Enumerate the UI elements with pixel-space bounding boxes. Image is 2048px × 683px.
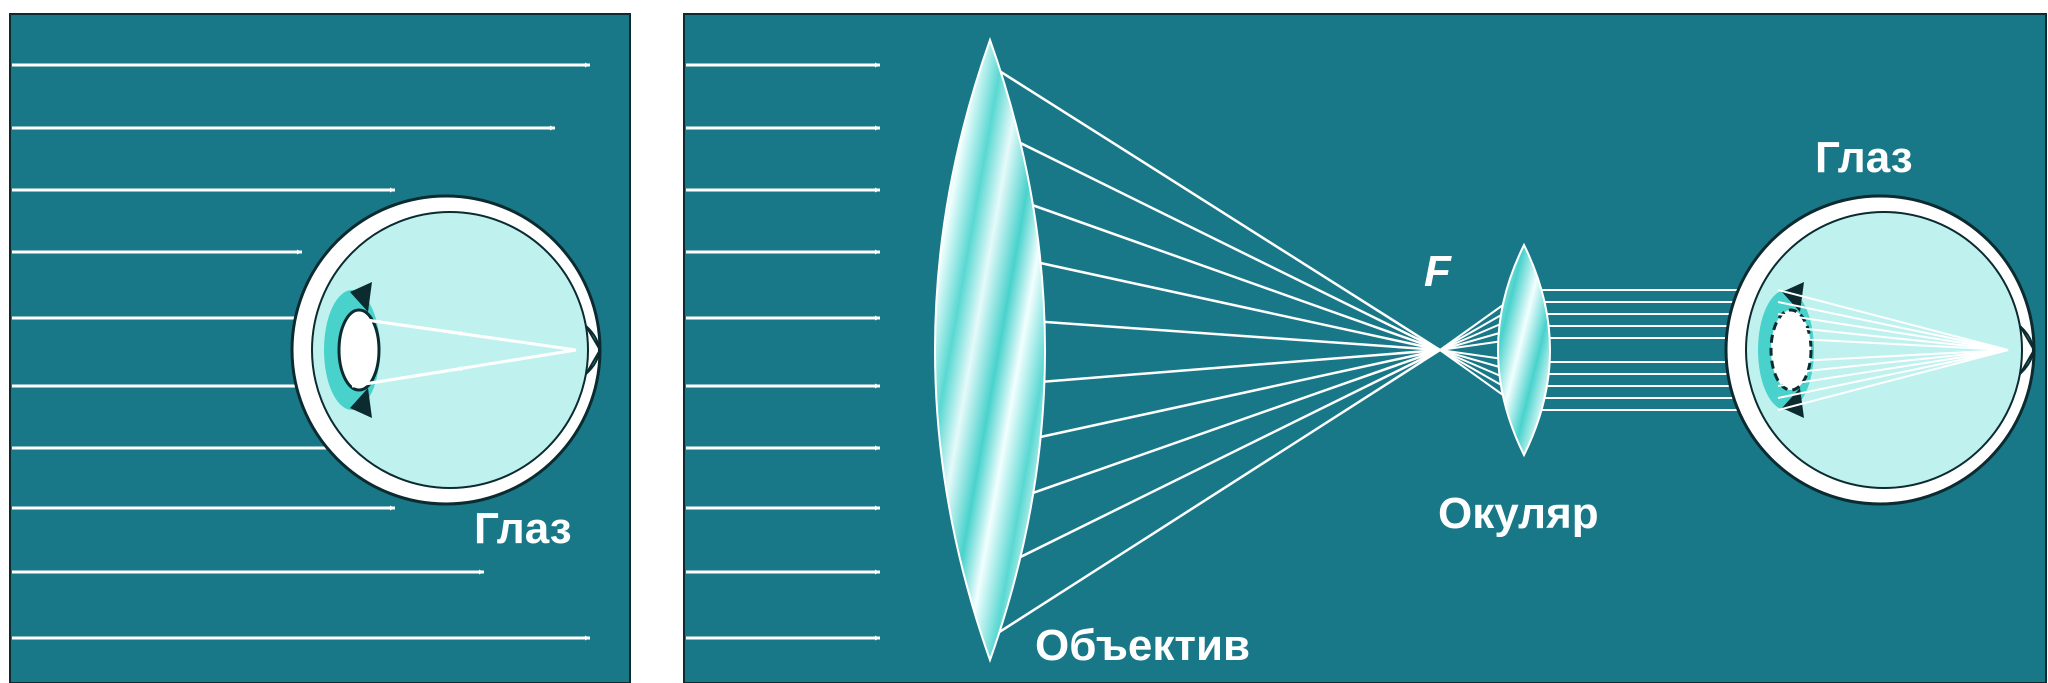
ray	[1777, 349, 2009, 399]
ray	[989, 316, 1441, 352]
iris-top	[350, 282, 372, 312]
right-panel: F Окуляр Объектив Глаз	[683, 13, 2047, 683]
eyeball	[1745, 211, 2023, 489]
eye-right-label: Глаз	[1815, 133, 1913, 182]
ray	[1777, 349, 2009, 387]
left-panel: Глаз	[9, 13, 631, 683]
ray	[989, 250, 1441, 352]
eyepiece-lens	[1497, 242, 1551, 458]
focus-label: F	[1424, 247, 1452, 296]
optic-nerve	[2019, 325, 2036, 375]
ray	[989, 348, 1441, 450]
refracted-rays-left	[351, 316, 577, 388]
iris-bottom	[1782, 388, 1804, 418]
eyepiece-label: Окуляр	[1438, 489, 1599, 538]
refracted-rays-right	[1777, 289, 2009, 411]
ray	[989, 63, 1441, 352]
ray	[1777, 349, 2009, 411]
ray	[989, 348, 1441, 510]
ray	[989, 348, 1441, 574]
eye-crystalline-lens	[337, 308, 381, 392]
objective-rays	[989, 63, 1441, 640]
ray	[1777, 325, 2009, 351]
ray	[1777, 337, 2009, 351]
ray	[1777, 349, 2009, 363]
ray	[989, 348, 1441, 388]
iris-top	[1782, 282, 1804, 312]
objective-label: Объектив	[1035, 621, 1250, 670]
ray	[1777, 289, 2009, 351]
ray	[351, 316, 466, 336]
ray	[1777, 349, 2009, 375]
eye-left	[290, 194, 602, 506]
eye-right	[1724, 194, 2036, 506]
incoming-rays-left	[12, 62, 590, 641]
eye-left-label: Глаз	[474, 504, 572, 553]
ray	[989, 348, 1441, 640]
objective-lens	[934, 37, 1046, 663]
ray	[1777, 313, 2009, 351]
eye-crystalline-lens	[1769, 308, 1813, 392]
ray	[989, 188, 1441, 352]
ray	[989, 126, 1441, 352]
iris-bottom	[350, 388, 372, 418]
ray	[1777, 301, 2009, 351]
optic-nerve	[585, 325, 602, 375]
eyeball	[311, 211, 589, 489]
ray	[351, 366, 466, 388]
incoming-rays-right	[686, 62, 880, 641]
